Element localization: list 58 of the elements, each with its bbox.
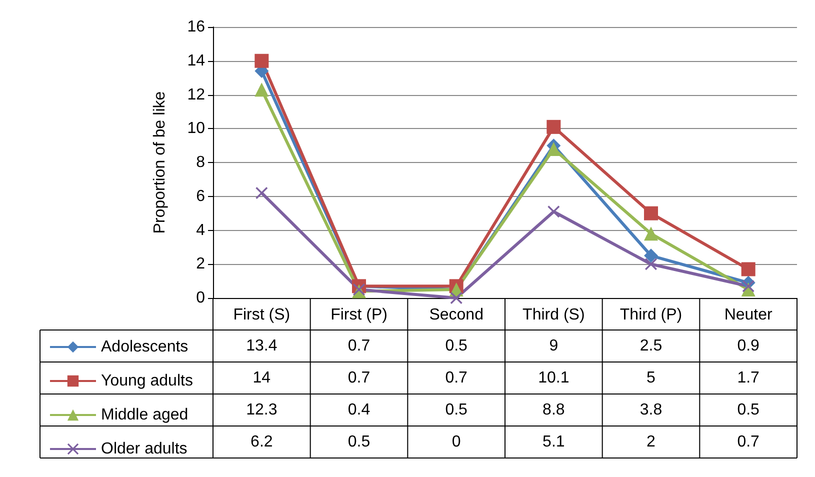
data-label: 5 — [646, 370, 656, 386]
legend-label: Young adults — [101, 372, 193, 390]
data-label: 14 — [252, 370, 271, 386]
point — [644, 226, 658, 241]
data-label: 9 — [549, 338, 558, 354]
data-label: 0.5 — [348, 434, 370, 450]
data-label: 0.7 — [348, 338, 370, 354]
data-label: 2.5 — [640, 338, 662, 354]
data-label: 0.9 — [737, 338, 760, 354]
data-label: 0.7 — [737, 434, 760, 450]
data-label: 13.4 — [246, 338, 278, 354]
x-tick-label: Second — [429, 306, 484, 324]
point — [741, 262, 756, 276]
point — [548, 206, 560, 218]
data-label: 3.8 — [640, 402, 662, 418]
data-label: 5.1 — [542, 434, 565, 450]
y-tick-label: 8 — [196, 154, 206, 171]
point — [254, 54, 269, 68]
x-tick-label: First (S) — [233, 306, 290, 324]
data-label: 0.7 — [348, 370, 370, 386]
legend-label: Older adults — [101, 440, 188, 458]
x-tick-label: Third (P) — [620, 306, 682, 324]
data-label: 6.2 — [250, 434, 273, 450]
x-tick-label: Third (S) — [522, 306, 585, 324]
data-label: 0.5 — [737, 402, 760, 418]
data-label: 0 — [452, 434, 461, 450]
data-label: 12.3 — [246, 402, 278, 418]
data-label: 0.4 — [348, 402, 370, 418]
legend-label: Adolescents — [101, 338, 188, 356]
y-axis-title: Proportion of be like — [152, 91, 168, 234]
data-label: 2 — [646, 434, 656, 450]
y-tick-label: 14 — [187, 52, 206, 70]
point — [644, 206, 658, 220]
point — [546, 120, 561, 134]
point — [450, 292, 462, 304]
data-label: 8.8 — [542, 402, 565, 418]
point — [645, 258, 657, 270]
data-label: 0.5 — [445, 402, 468, 418]
data-label: 1.7 — [737, 370, 760, 386]
y-tick-label: 12 — [187, 86, 206, 104]
data-label: 10.1 — [538, 370, 570, 386]
x-tick-label: Neuter — [724, 306, 774, 324]
point — [742, 280, 754, 292]
y-tick-label: 16 — [187, 18, 206, 36]
data-label: 0.7 — [445, 370, 468, 386]
point — [353, 284, 365, 296]
y-tick-label: 0 — [196, 290, 206, 306]
y-tick-label: 4 — [196, 222, 206, 239]
legend-label: Middle aged — [101, 406, 188, 424]
x-tick-label: First (P) — [330, 306, 388, 324]
y-tick-label: 2 — [196, 256, 206, 273]
point — [254, 82, 269, 97]
point — [256, 186, 268, 199]
y-tick-label: 10 — [187, 120, 206, 138]
point — [546, 142, 561, 156]
point — [644, 248, 658, 263]
data-label: 0.5 — [445, 338, 468, 354]
y-tick-label: 6 — [196, 188, 206, 205]
